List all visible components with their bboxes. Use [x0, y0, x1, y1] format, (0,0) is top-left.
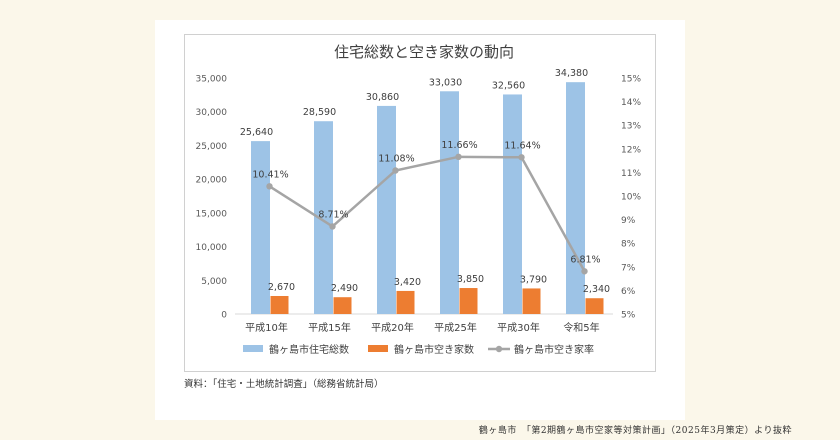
bar-total-housing: [566, 82, 585, 314]
bar-total-housing: [440, 91, 459, 314]
point-vacancy-rate: [518, 154, 525, 161]
legend-swatch: [243, 345, 263, 352]
point-vacancy-rate: [266, 183, 273, 190]
y-right-tick-label: 11%: [621, 169, 641, 179]
bar-total-housing-label: 28,590: [303, 107, 336, 118]
point-vacancy-rate: [581, 268, 588, 275]
bar-total-housing: [251, 141, 270, 314]
legend-swatch: [368, 345, 388, 352]
bar-vacant-houses-label: 3,850: [457, 274, 484, 285]
chart-svg: 住宅総数と空き家数の動向 0 5,000 10,000 15,000 20,000 25,0…: [196, 43, 642, 356]
y-left-tick-label: 10,000: [196, 243, 228, 253]
source-note: 資料：「住宅・土地統計調査」（総務省統計局）: [184, 379, 384, 390]
bar-vacant-houses-label: 2,490: [331, 283, 358, 294]
bar-total-housing-label: 34,380: [555, 68, 588, 79]
y-right-tick-label: 9%: [621, 216, 636, 226]
bar-vacant-houses-label: 2,670: [268, 282, 295, 293]
legend-label: 鶴ヶ島市空き家数: [394, 343, 474, 356]
bar-vacant-houses: [333, 297, 352, 314]
bar-vacant-houses: [459, 288, 478, 314]
y-right-tick-label: 8%: [621, 240, 636, 250]
y-left-tick-label: 5,000: [201, 277, 227, 287]
y-left-tick-label: 20,000: [196, 176, 228, 186]
bar-total-housing-label: 30,860: [366, 92, 399, 103]
bar-vacant-houses: [396, 290, 415, 314]
y-right-tick-label: 7%: [621, 263, 636, 273]
x-tick-label: 平成10年: [245, 321, 288, 334]
y-left-tick-label: 15,000: [196, 209, 228, 219]
y-right-tick-label: 10%: [621, 193, 641, 203]
point-vacancy-rate-label: 6.81%: [570, 254, 600, 265]
point-vacancy-rate-label: 10.41%: [252, 169, 288, 180]
x-tick-label: 平成20年: [371, 321, 414, 334]
y-right-tick-label: 5%: [621, 311, 636, 321]
point-vacancy-rate-label: 11.66%: [441, 140, 477, 151]
x-tick-label: 平成25年: [434, 321, 477, 334]
bar-total-housing-label: 25,640: [240, 127, 273, 138]
bar-vacant-houses-label: 3,790: [520, 274, 547, 285]
y-right-tick-label: 6%: [621, 287, 636, 297]
y-left-tick-label: 35,000: [196, 75, 228, 85]
point-vacancy-rate-label: 11.08%: [378, 154, 414, 165]
y-right-tick-label: 15%: [621, 75, 641, 85]
point-vacancy-rate: [392, 167, 399, 174]
point-vacancy-rate: [455, 153, 462, 161]
chart-title: 住宅総数と空き家数の動向: [334, 43, 514, 61]
bar-vacant-houses: [270, 295, 289, 314]
bar-total-housing-label: 32,560: [492, 80, 525, 91]
bar-vacant-houses: [522, 288, 541, 314]
y-left-tick-label: 25,000: [196, 142, 228, 152]
y-left-tick-label: 30,000: [196, 108, 228, 118]
x-tick-label: 平成30年: [497, 321, 540, 334]
point-vacancy-rate-label: 8.71%: [318, 209, 348, 220]
bar-total-housing: [377, 105, 396, 314]
bar-total-housing-label: 33,030: [429, 77, 462, 88]
credit-line: 鶴ヶ島市 「第2期鶴ヶ島市空家等対策計画」（2025年3月策定）より抜粋: [478, 426, 792, 436]
y-right-tick-label: 12%: [621, 145, 641, 155]
bar-vacant-houses: [585, 298, 604, 314]
bar-total-housing: [314, 121, 333, 315]
y-right-tick-label: 13%: [621, 122, 641, 132]
x-tick-label: 平成15年: [308, 321, 351, 334]
chart-frame: 住宅総数と空き家数の動向 0 5,000 10,000 15,000 20,000 25,0…: [184, 34, 656, 372]
bar-vacant-houses-label: 2,340: [583, 284, 610, 295]
legend-label: 鶴ヶ島市空き家率: [514, 343, 594, 356]
point-vacancy-rate: [329, 223, 336, 230]
y-left-tick-label: 0: [221, 311, 227, 321]
bar-vacant-houses-label: 3,420: [394, 277, 421, 288]
y-right-tick-label: 14%: [621, 98, 641, 108]
legend-marker: [495, 345, 503, 353]
x-tick-label: 令和5年: [563, 321, 599, 334]
point-vacancy-rate-label: 11.64%: [504, 140, 540, 151]
line-vacancy-rate: [268, 155, 586, 272]
legend-label: 鶴ヶ島市住宅総数: [269, 343, 349, 356]
bar-total-housing: [503, 94, 522, 314]
